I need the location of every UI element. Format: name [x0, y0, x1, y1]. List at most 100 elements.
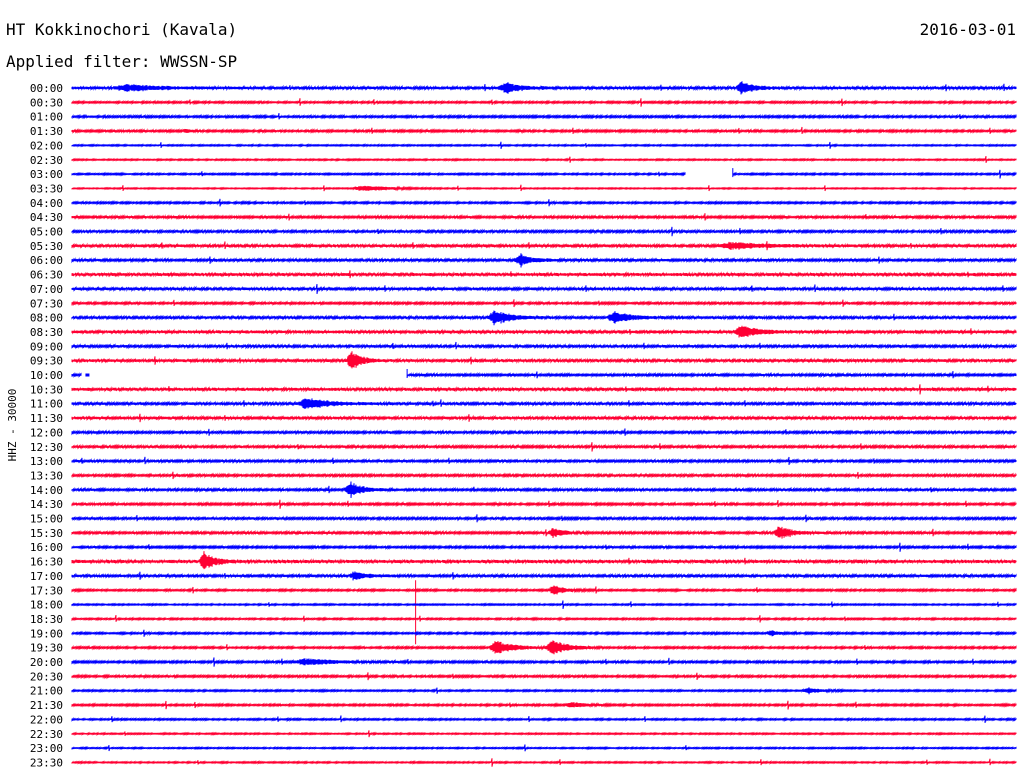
tick-label-2030: 20:30 — [30, 670, 63, 683]
trace-row-0830 — [71, 325, 1017, 338]
tick-label-1230: 12:30 — [30, 441, 63, 454]
trace-row-0000 — [71, 81, 1017, 95]
trace-row-1300 — [71, 456, 1017, 466]
tick-label-0400: 04:00 — [30, 197, 63, 210]
date-label: 2016-03-01 — [919, 20, 1016, 39]
tick-label-1530: 15:30 — [30, 527, 63, 540]
tick-label-0500: 05:00 — [30, 226, 63, 239]
trace-row-0900 — [71, 341, 1017, 350]
trace-row-0530 — [71, 241, 1017, 251]
trace-row-1900 — [71, 629, 1017, 637]
tick-label-1130: 11:30 — [30, 412, 63, 425]
trace-row-0930 — [71, 351, 1017, 369]
tick-label-2100: 21:00 — [30, 685, 63, 698]
tick-label-1600: 16:00 — [30, 541, 63, 554]
tick-label-0330: 03:30 — [30, 182, 63, 195]
tick-label-1000: 10:00 — [30, 369, 63, 382]
trace-row-0400 — [71, 198, 1017, 207]
tick-label-0130: 01:30 — [30, 125, 63, 138]
trace-row-1000 — [71, 371, 1017, 379]
trace-row-0500 — [71, 226, 1017, 237]
trace-row-1030 — [71, 384, 1017, 395]
trace-row-0130 — [71, 126, 1017, 135]
trace-row-0430 — [71, 213, 1017, 221]
tick-label-1030: 10:30 — [30, 383, 63, 396]
tick-label-1500: 15:00 — [30, 513, 63, 526]
tick-label-1300: 13:00 — [30, 455, 63, 468]
tick-label-0930: 09:30 — [30, 355, 63, 368]
trace-row-0700 — [71, 284, 1017, 294]
filter-label: Applied filter: WWSSN-SP — [6, 52, 238, 71]
tick-label-0430: 04:30 — [30, 211, 63, 224]
trace-row-0800 — [71, 310, 1017, 326]
trace-row-1830 — [71, 614, 1017, 623]
tick-label-1100: 11:00 — [30, 398, 63, 411]
trace-row-1200 — [71, 428, 1017, 436]
trace-row-0600 — [71, 253, 1017, 268]
tick-label-1630: 16:30 — [30, 556, 63, 569]
tick-label-1930: 19:30 — [30, 642, 63, 655]
tick-label-0630: 06:30 — [30, 269, 63, 282]
tick-label-1800: 18:00 — [30, 599, 63, 612]
tick-label-1830: 18:30 — [30, 613, 63, 626]
trace-row-1130 — [71, 413, 1017, 423]
trace-row-1230 — [71, 442, 1017, 452]
trace-row-2330 — [71, 758, 1017, 767]
station-title: HT Kokkinochori (Kavala) — [6, 20, 238, 39]
trace-row-2300 — [71, 744, 1017, 752]
tick-label-0600: 06:00 — [30, 254, 63, 267]
tick-label-0230: 02:30 — [30, 154, 63, 167]
tick-label-2230: 22:30 — [30, 728, 63, 741]
trace-row-1930 — [71, 640, 1017, 655]
tick-label-2300: 23:00 — [30, 742, 63, 755]
tick-label-1430: 14:30 — [30, 498, 63, 511]
tick-label-0200: 02:00 — [30, 139, 63, 152]
tick-label-1400: 14:00 — [30, 484, 63, 497]
y-axis-label: HHZ - 30000 — [6, 389, 19, 462]
tick-label-0800: 08:00 — [30, 312, 63, 325]
tick-label-0530: 05:30 — [30, 240, 63, 253]
trace-row-1600 — [71, 542, 1017, 552]
trace-row-2030 — [71, 672, 1017, 681]
tick-label-2130: 21:30 — [30, 699, 63, 712]
trace-row-0030 — [71, 98, 1017, 107]
tick-label-0100: 01:00 — [30, 111, 63, 124]
trace-row-2000 — [71, 657, 1017, 667]
tick-label-1900: 19:00 — [30, 627, 63, 640]
trace-row-1530 — [71, 526, 1017, 539]
trace-row-2230 — [71, 730, 1017, 738]
trace-row-1400 — [71, 481, 1017, 498]
tick-label-0700: 07:00 — [30, 283, 63, 296]
trace-row-0730 — [71, 299, 1017, 308]
trace-row-2200 — [71, 715, 1017, 724]
tick-label-0730: 07:30 — [30, 297, 63, 310]
tick-label-2000: 20:00 — [30, 656, 63, 669]
trace-row-2130 — [71, 700, 1017, 710]
tick-label-1200: 12:00 — [30, 426, 63, 439]
trace-row-1630 — [71, 551, 1017, 570]
tick-label-2200: 22:00 — [30, 713, 63, 726]
tick-label-0830: 08:30 — [30, 326, 63, 339]
trace-row-0630 — [71, 270, 1017, 279]
trace-row-0100 — [71, 112, 1017, 120]
trace-row-1430 — [71, 499, 1017, 509]
trace-row-2100 — [71, 687, 1017, 695]
trace-row-1330 — [71, 471, 1017, 480]
trace-row-1730 — [71, 585, 1017, 595]
trace-row-1100 — [71, 398, 1017, 409]
tick-label-1730: 17:30 — [30, 584, 63, 597]
trace-row-0200 — [71, 141, 1017, 150]
trace-row-0300 — [71, 169, 1017, 179]
trace-row-0330 — [71, 184, 1017, 192]
trace-row-1800 — [71, 600, 1017, 610]
tick-label-1700: 17:00 — [30, 570, 63, 583]
trace-row-1700 — [71, 571, 1017, 581]
tick-label-0030: 00:30 — [30, 96, 63, 109]
trace-row-1500 — [71, 514, 1017, 523]
tick-label-0000: 00:00 — [30, 82, 63, 95]
tick-label-2330: 23:30 — [30, 756, 63, 769]
trace-row-0230 — [71, 155, 1017, 163]
tick-label-1330: 13:30 — [30, 469, 63, 482]
tick-label-0900: 09:00 — [30, 340, 63, 353]
